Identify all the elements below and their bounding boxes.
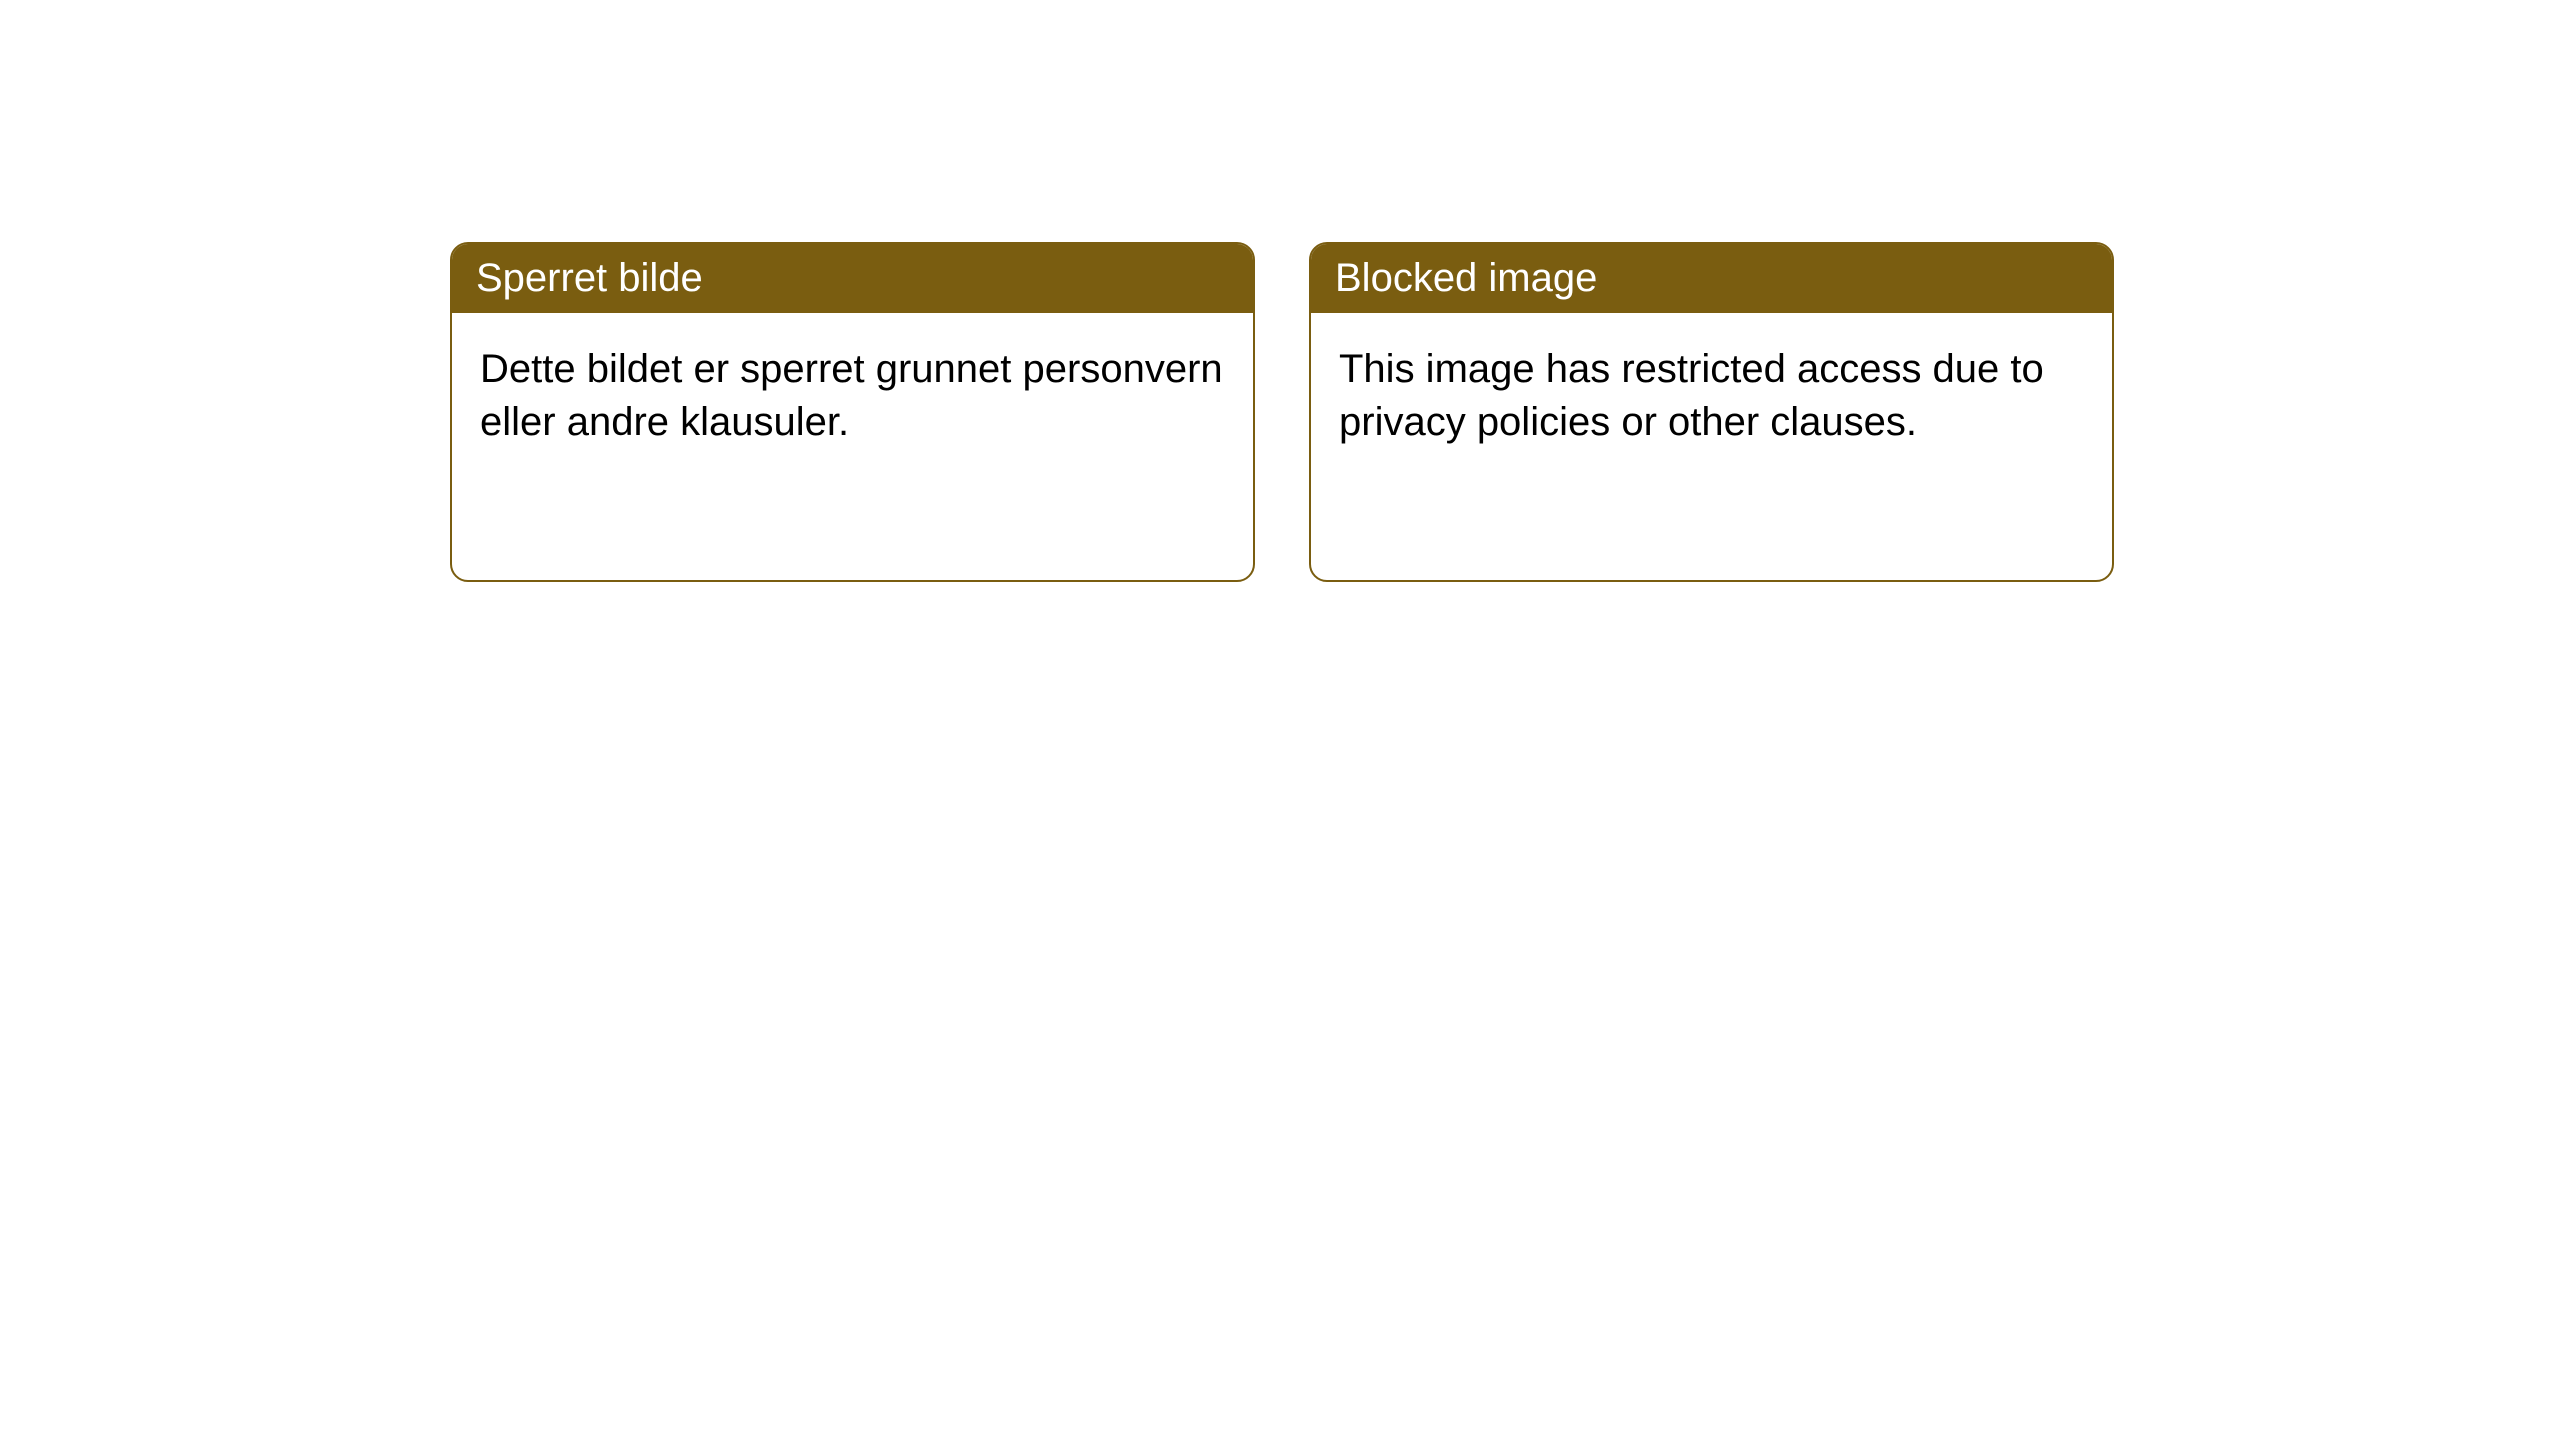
panel-right-body: This image has restricted access due to … (1311, 313, 2112, 479)
panel-container: Sperret bilde Dette bildet er sperret gr… (450, 242, 2114, 582)
panel-left-body: Dette bildet er sperret grunnet personve… (452, 313, 1253, 479)
panel-left-header: Sperret bilde (452, 244, 1253, 313)
panel-right-header: Blocked image (1311, 244, 2112, 313)
panel-left: Sperret bilde Dette bildet er sperret gr… (450, 242, 1255, 582)
panel-right: Blocked image This image has restricted … (1309, 242, 2114, 582)
